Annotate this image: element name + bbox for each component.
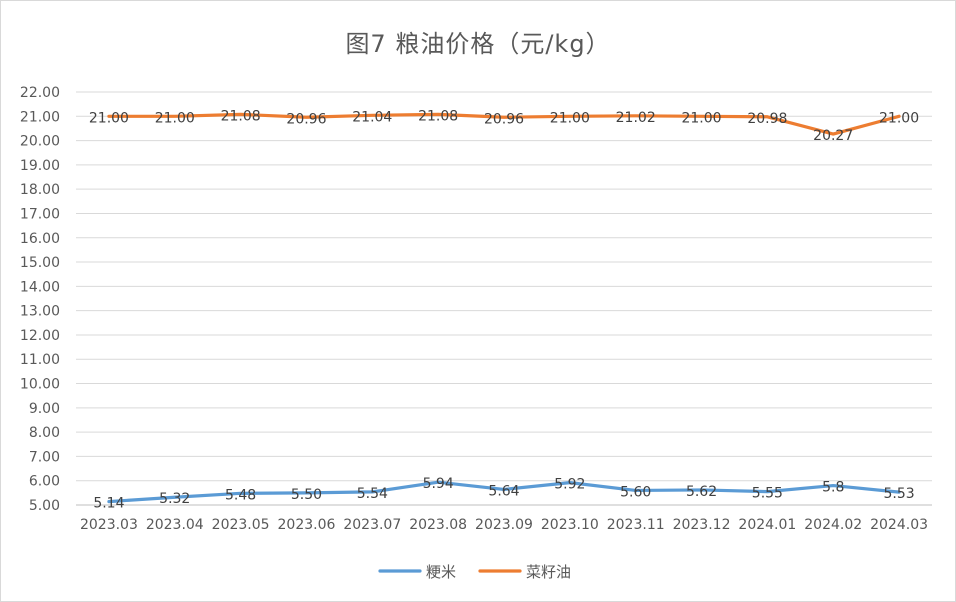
y-tick-label: 6.00 (29, 474, 60, 490)
data-label: 5.64 (488, 483, 519, 499)
y-tick-label: 12.00 (20, 328, 60, 344)
y-tick-label: 20.00 (20, 134, 60, 150)
data-label: 5.48 (225, 487, 256, 503)
y-tick-label: 18.00 (20, 182, 60, 198)
gridlines (76, 91, 932, 506)
y-tick-label: 14.00 (20, 279, 60, 295)
y-tick-label: 5.00 (29, 498, 60, 514)
x-tick-label: 2023.12 (673, 517, 731, 533)
data-label: 5.53 (883, 486, 914, 502)
x-tick-label: 2023.09 (475, 517, 533, 533)
y-tick-label: 21.00 (20, 109, 60, 125)
legend-label: 菜籽油 (526, 563, 571, 581)
x-tick-label: 2023.04 (146, 517, 204, 533)
data-label: 5.94 (423, 476, 454, 492)
data-label: 21.08 (221, 108, 261, 124)
y-tick-label: 15.00 (20, 255, 60, 271)
data-label: 5.55 (752, 486, 783, 502)
data-label: 21.00 (550, 110, 590, 126)
chart-title: 图7 粮油价格（元/kg） (345, 30, 611, 58)
data-label: 20.96 (484, 111, 524, 127)
x-tick-label: 2024.02 (804, 517, 862, 533)
x-tick-label: 2023.08 (409, 517, 467, 533)
series-lines (107, 112, 901, 504)
x-axis-ticks: 2023.03 2023.04 2023.05 2023.06 2023.07 2023.… (80, 517, 928, 533)
data-label: 5.50 (291, 487, 322, 503)
y-tick-label: 8.00 (29, 425, 60, 441)
legend: 粳米 菜籽油 (378, 563, 571, 581)
data-label: 5.60 (620, 484, 651, 500)
y-tick-label: 13.00 (20, 304, 60, 320)
data-label: 5.8 (822, 480, 844, 496)
x-tick-label: 2023.03 (80, 517, 138, 533)
y-tick-label: 11.00 (20, 352, 60, 368)
y-tick-label: 9.00 (29, 401, 60, 417)
y-tick-label: 10.00 (20, 377, 60, 393)
data-label: 5.92 (554, 477, 585, 493)
data-label: 20.98 (747, 111, 787, 127)
x-tick-label: 2024.01 (738, 517, 796, 533)
y-axis-ticks: 5.00 6.00 7.00 8.00 9.00 10.00 11.00 12.00 13.00… (20, 85, 60, 514)
x-tick-label: 2023.05 (212, 517, 270, 533)
x-tick-label: 2024.03 (870, 517, 928, 533)
x-tick-label: 2023.07 (343, 517, 401, 533)
x-tick-label: 2023.06 (278, 517, 336, 533)
y-tick-label: 19.00 (20, 158, 60, 174)
data-label: 21.00 (89, 110, 129, 126)
legend-label: 粳米 (426, 563, 456, 581)
x-tick-label: 2023.10 (541, 517, 599, 533)
data-label: 5.32 (159, 491, 190, 507)
data-label: 21.08 (418, 108, 458, 124)
data-label: 20.27 (813, 128, 853, 144)
data-label: 21.00 (879, 110, 919, 126)
y-tick-label: 17.00 (20, 206, 60, 222)
data-label: 21.00 (155, 110, 195, 126)
y-tick-label: 22.00 (20, 85, 60, 101)
x-tick-label: 2023.11 (607, 517, 665, 533)
data-label: 5.54 (357, 486, 388, 502)
data-label: 5.62 (686, 484, 717, 500)
data-labels: 5.14 5.32 5.48 5.50 5.54 5.94 5.64 5.92 5.60 5.62… (89, 108, 919, 511)
y-tick-label: 16.00 (20, 231, 60, 247)
data-label: 5.14 (93, 496, 124, 512)
y-tick-label: 7.00 (29, 449, 60, 465)
data-label: 21.00 (681, 110, 721, 126)
data-label: 20.96 (286, 111, 326, 127)
data-label: 21.04 (352, 109, 392, 125)
data-label: 21.02 (616, 110, 656, 126)
